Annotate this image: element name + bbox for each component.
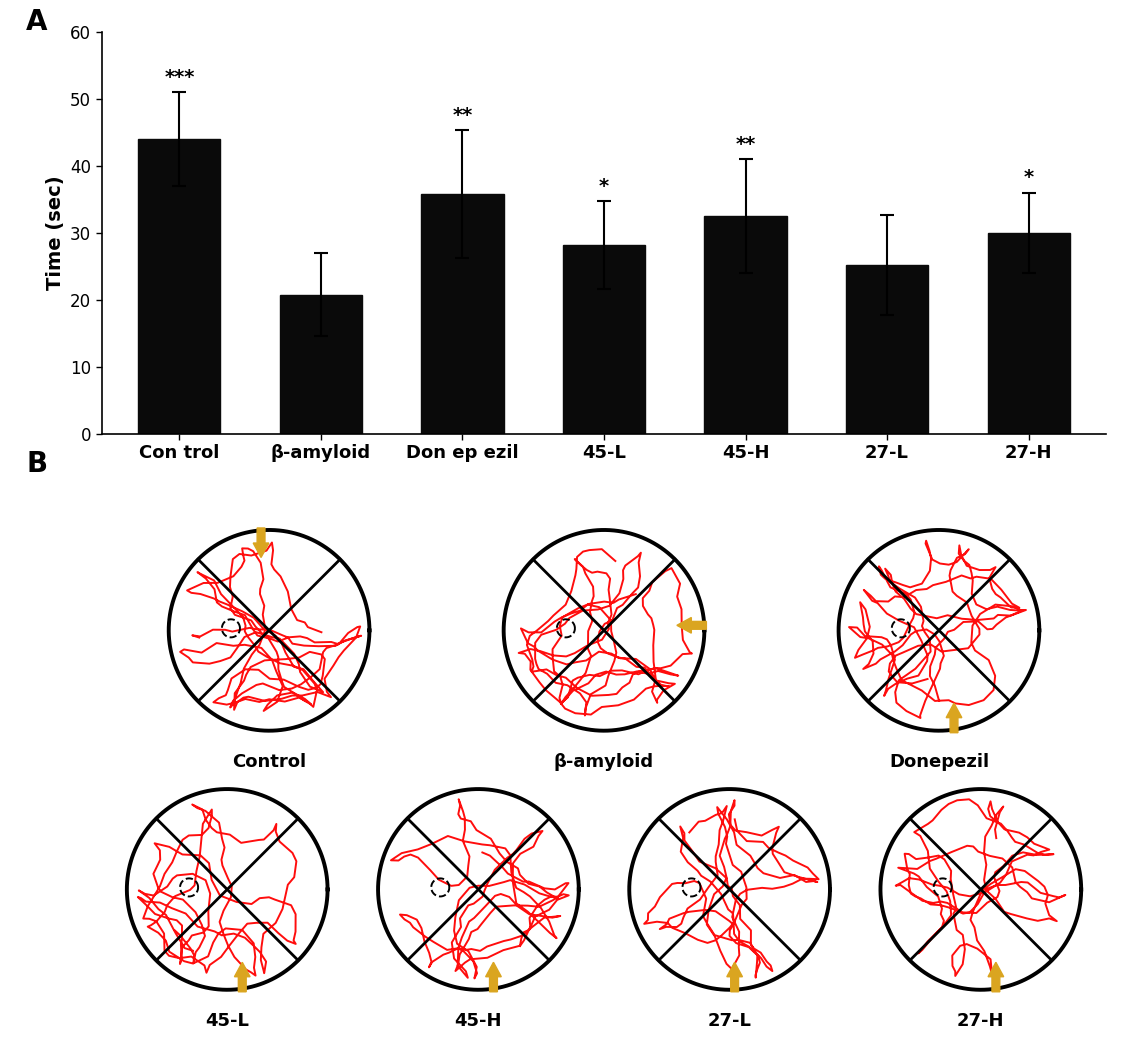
Bar bbox=[704, 216, 787, 434]
Bar bbox=[280, 295, 362, 434]
FancyArrow shape bbox=[946, 703, 962, 733]
Y-axis label: Time (sec): Time (sec) bbox=[45, 175, 64, 291]
Text: Control: Control bbox=[233, 753, 306, 771]
FancyArrow shape bbox=[253, 527, 269, 557]
Bar bbox=[421, 194, 504, 434]
FancyArrow shape bbox=[235, 962, 251, 991]
FancyArrow shape bbox=[727, 962, 743, 991]
Bar bbox=[563, 245, 645, 434]
Text: β-amyloid: β-amyloid bbox=[554, 753, 654, 771]
Text: *: * bbox=[599, 177, 609, 196]
Text: Donepezil: Donepezil bbox=[889, 753, 989, 771]
Text: B: B bbox=[26, 450, 47, 478]
Bar bbox=[988, 233, 1069, 434]
Text: 45-H: 45-H bbox=[455, 1012, 502, 1030]
Text: **: ** bbox=[735, 134, 755, 153]
FancyArrow shape bbox=[988, 962, 1004, 991]
Text: 45-L: 45-L bbox=[205, 1012, 250, 1030]
Bar bbox=[846, 265, 928, 434]
Text: *: * bbox=[1024, 168, 1034, 187]
Text: **: ** bbox=[453, 106, 473, 125]
Bar bbox=[139, 138, 220, 434]
Text: A: A bbox=[26, 7, 47, 36]
Text: 27-H: 27-H bbox=[957, 1012, 1005, 1030]
Text: 27-L: 27-L bbox=[708, 1012, 752, 1030]
Text: ***: *** bbox=[164, 68, 194, 87]
FancyArrow shape bbox=[485, 962, 501, 991]
FancyArrow shape bbox=[677, 617, 707, 633]
